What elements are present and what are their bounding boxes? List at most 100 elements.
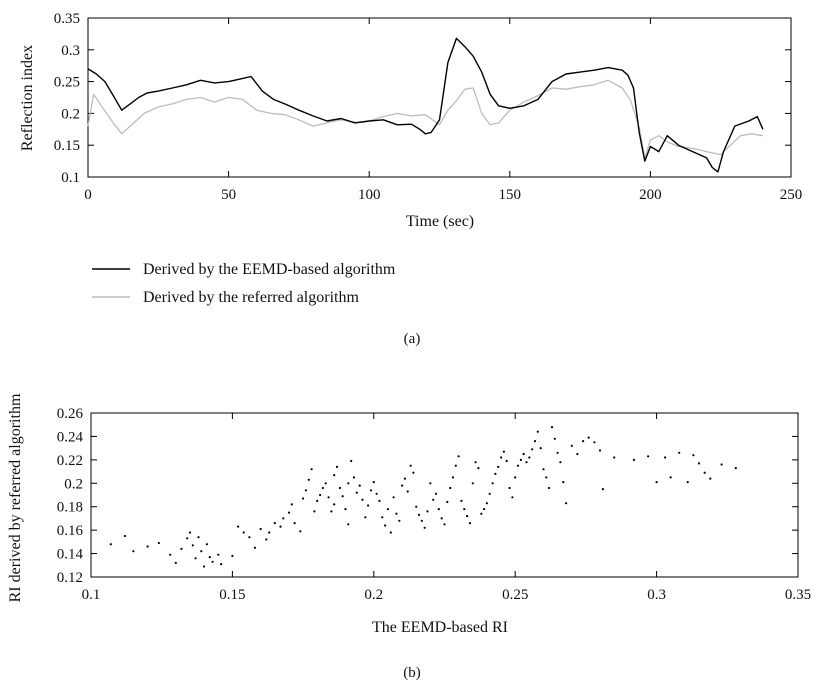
panel-b-y-ticks: 0.12 0.14 0.16 0.18 0.2 0.22 0.24 0.26 xyxy=(57,406,798,586)
panel-b-y-tick-label: 0.12 xyxy=(57,570,83,586)
scatter-point xyxy=(186,537,189,540)
scatter-point xyxy=(477,467,480,470)
panel-b-points xyxy=(109,426,737,568)
panel-a-plot-frame xyxy=(87,17,792,178)
scatter-point xyxy=(508,486,511,490)
scatter-point xyxy=(316,499,319,502)
scatter-point xyxy=(384,524,387,527)
panel-a-y-tick-label: 0.35 xyxy=(54,11,80,27)
scatter-point xyxy=(259,527,262,531)
scatter-point xyxy=(333,474,336,477)
scatter-point xyxy=(378,499,381,502)
scatter-point xyxy=(341,495,344,498)
scatter-point xyxy=(293,522,296,525)
scatter-point xyxy=(319,493,322,497)
scatter-point xyxy=(542,468,545,471)
scatter-point xyxy=(188,531,192,534)
panel-a-x-tick-label: 150 xyxy=(499,187,522,203)
scatter-point xyxy=(279,525,282,528)
scatter-point xyxy=(494,472,497,475)
scatter-point xyxy=(697,462,701,465)
scatter-point xyxy=(355,491,358,494)
scatter-point xyxy=(457,455,460,458)
scatter-point xyxy=(282,517,285,520)
scatter-point xyxy=(386,508,389,511)
scatter-point xyxy=(565,502,568,505)
scatter-point xyxy=(197,536,200,539)
scatter-point xyxy=(703,471,706,474)
scatter-point xyxy=(409,464,412,467)
scatter-point xyxy=(132,550,135,553)
scatter-point xyxy=(485,502,488,505)
scatter-point xyxy=(194,557,197,560)
scatter-point xyxy=(287,511,291,514)
scatter-point xyxy=(304,489,307,492)
scatter-point xyxy=(483,508,486,511)
panel-b-y-tick-label: 0.18 xyxy=(57,500,83,516)
scatter-point xyxy=(440,517,443,520)
scatter-point xyxy=(598,449,602,452)
scatter-point xyxy=(109,543,112,546)
panel-b-y-axis-label: RI derived by referred algorithm xyxy=(7,393,24,602)
scatter-point xyxy=(533,440,537,443)
scatter-point xyxy=(446,500,449,504)
scatter-point xyxy=(454,464,457,467)
panel-b-y-tick-label: 0.26 xyxy=(57,406,84,422)
scatter-point xyxy=(335,465,339,468)
scatter-point xyxy=(205,543,208,546)
scatter-point xyxy=(500,456,503,459)
scatter-point xyxy=(157,541,160,545)
panel-a-y-tick-label: 0.3 xyxy=(61,43,80,59)
panel-a-x-tick-label: 200 xyxy=(639,187,662,203)
scatter-point xyxy=(208,556,211,559)
scatter-point xyxy=(678,451,681,454)
scatter-point xyxy=(395,512,398,515)
panel-a-y-tick-label: 0.1 xyxy=(61,170,80,186)
scatter-point xyxy=(321,486,324,490)
scatter-point xyxy=(593,441,596,444)
scatter-point xyxy=(522,452,525,456)
scatter-point xyxy=(451,476,455,479)
panel-b-x-tick-label: 0.3 xyxy=(647,587,666,603)
scatter-point xyxy=(463,508,466,511)
scatter-point xyxy=(545,476,548,479)
scatter-point xyxy=(242,531,245,534)
scatter-point xyxy=(480,512,483,515)
scatter-point xyxy=(491,482,494,485)
scatter-point xyxy=(434,492,438,495)
series-line-eemd xyxy=(87,37,764,173)
scatter-point xyxy=(632,458,636,461)
scatter-point xyxy=(191,544,194,547)
scatter-point xyxy=(237,525,240,528)
scatter-point xyxy=(169,553,172,556)
panel-a: 0 50 100 150 200 250 0.1 0.15 0.2 0.25 0.3 0.35 Ti… xyxy=(19,11,802,347)
panel-b-x-tick-label: 0.25 xyxy=(502,587,528,603)
scatter-point xyxy=(367,504,370,507)
scatter-point xyxy=(253,546,257,549)
scatter-point xyxy=(474,461,477,464)
scatter-point xyxy=(497,465,500,468)
scatter-point xyxy=(338,486,341,490)
panel-b-caption: (b) xyxy=(403,665,421,681)
scatter-point xyxy=(550,426,554,429)
panel-b-x-tick-label: 0.1 xyxy=(82,587,101,603)
scatter-point xyxy=(686,481,689,484)
scatter-point xyxy=(420,519,423,522)
scatter-point xyxy=(417,513,421,517)
scatter-point xyxy=(601,488,605,491)
scatter-point xyxy=(562,481,565,484)
scatter-point xyxy=(401,484,404,487)
panel-a-y-axis-label: Reflection index xyxy=(19,45,36,151)
scatter-point xyxy=(290,503,293,506)
scatter-point xyxy=(403,477,406,480)
scatter-point xyxy=(333,503,336,506)
scatter-point xyxy=(200,550,203,553)
scatter-point xyxy=(437,508,440,511)
scatter-point xyxy=(265,538,268,541)
panel-b-x-tick-label: 0.15 xyxy=(219,587,245,603)
scatter-point xyxy=(669,476,672,479)
scatter-point xyxy=(310,468,313,471)
scatter-point xyxy=(302,497,305,500)
scatter-point xyxy=(655,481,658,484)
scatter-point xyxy=(412,471,415,474)
